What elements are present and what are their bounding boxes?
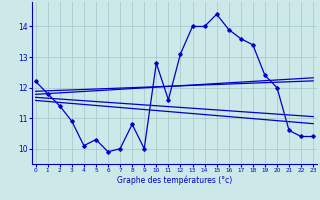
X-axis label: Graphe des températures (°c): Graphe des températures (°c)	[117, 176, 232, 185]
